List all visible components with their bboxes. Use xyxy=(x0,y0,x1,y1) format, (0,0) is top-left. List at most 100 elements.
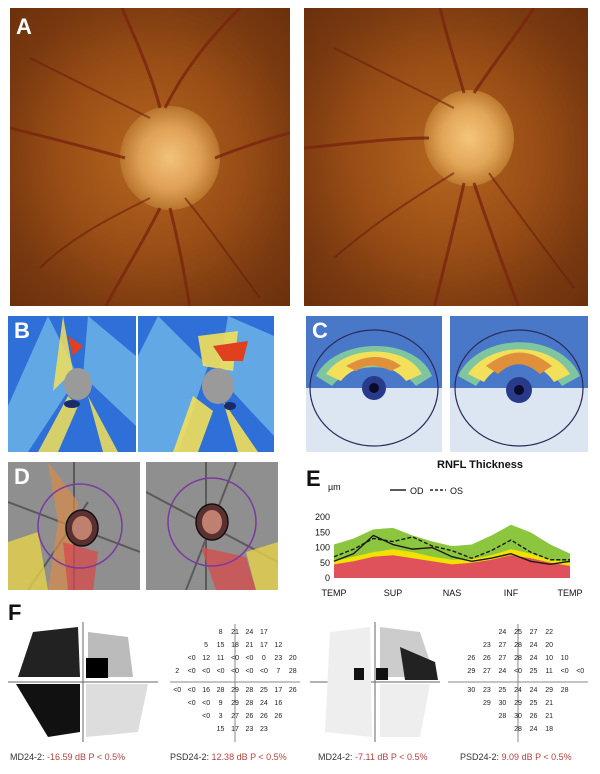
heatmap-os xyxy=(138,316,274,452)
vf-threshold-value: 28 xyxy=(246,700,254,707)
legend-od-label: OD xyxy=(410,486,424,496)
vf-threshold-value: 28 xyxy=(514,642,522,649)
vf-threshold-value: 22 xyxy=(545,629,553,636)
vf-threshold-value: 29 xyxy=(545,687,553,694)
oct-map-od-drawing xyxy=(306,316,442,452)
vf-threshold-value: <0 xyxy=(188,668,196,675)
rnfl-thickness-chart: RNFL Thickness µm OD OS 50 100 150 200 0 TEMP… xyxy=(315,459,583,598)
vf-md-os-label: MD24-2: xyxy=(318,752,353,762)
vf-md-od-value: -16.59 dB P < 0.5% xyxy=(47,752,126,762)
vf-threshold-value: 24 xyxy=(530,726,538,733)
vf-threshold-value: 27 xyxy=(231,713,239,720)
series-line-od xyxy=(333,534,571,566)
vf-threshold-value: 27 xyxy=(499,655,507,662)
vf-psd-od-value: 12.38 dB P < 0.5% xyxy=(211,752,287,762)
vf-threshold-value: <0 xyxy=(188,700,196,707)
vf-threshold-value: <0 xyxy=(202,713,210,720)
vf-threshold-value: 29 xyxy=(231,687,239,694)
vf-md-od: MD24-2: -16.59 dB P < 0.5% xyxy=(10,752,125,762)
vf-threshold-value: 24 xyxy=(499,668,507,675)
vf-threshold-value: 28 xyxy=(289,668,297,675)
vf-greyscale-od xyxy=(8,622,158,742)
vf-threshold-value: 2 xyxy=(175,668,179,675)
panel-label-e: E xyxy=(306,466,321,491)
vf-threshold-value: 17 xyxy=(231,726,239,733)
vf-threshold-value: <0 xyxy=(231,655,239,662)
y-tick-label: 0 xyxy=(325,573,330,583)
vf-threshold-value: 12 xyxy=(274,642,282,649)
panel-label-f: F xyxy=(8,600,22,625)
panel-label-a: A xyxy=(16,14,32,39)
vf-threshold-value: 7 xyxy=(276,668,280,675)
vf-threshold-value: 17 xyxy=(260,642,268,649)
rnfl-unit-label: µm xyxy=(328,482,341,492)
abnormal-band xyxy=(334,555,570,578)
vf-threshold-value: 24 xyxy=(530,687,538,694)
x-tick-label: NAS xyxy=(443,588,462,598)
oct-disc-od xyxy=(8,462,140,590)
vf-threshold-value: 12 xyxy=(202,655,210,662)
vf-threshold-value: 27 xyxy=(499,642,507,649)
vf-greyscale-os xyxy=(310,622,440,742)
vf-threshold-value: 23 xyxy=(260,726,268,733)
vf-threshold-value: 27 xyxy=(530,629,538,636)
x-tick-label: SUP xyxy=(384,588,403,598)
vf-threshold-value: 29 xyxy=(514,700,522,707)
vf-md-od-label: MD24-2: xyxy=(10,752,45,762)
vf-threshold-value: 0 xyxy=(262,655,266,662)
vf-threshold-value: 26 xyxy=(483,655,491,662)
vf-threshold-value: 30 xyxy=(514,713,522,720)
vf-threshold-value: 26 xyxy=(246,713,254,720)
vf-threshold-value: 26 xyxy=(530,713,538,720)
vf-threshold-value: 23 xyxy=(274,655,282,662)
vf-threshold-value: 24 xyxy=(514,687,522,694)
vf-threshold-value: 5 xyxy=(204,642,208,649)
vf-threshold-value: 8 xyxy=(219,629,223,636)
vf-threshold-value: <0 xyxy=(188,687,196,694)
vf-threshold-value: 21 xyxy=(545,713,553,720)
vf-threshold-value: <0 xyxy=(217,668,225,675)
vf-psd-os-value: 9.09 dB P < 0.5% xyxy=(501,752,572,762)
heatmap-os-drawing xyxy=(138,316,274,452)
panel-label-d: D xyxy=(14,464,30,489)
legend-os-label: OS xyxy=(450,486,463,496)
vf-threshold-value: <0 xyxy=(202,700,210,707)
vf-threshold-value: 18 xyxy=(545,726,553,733)
series-line-os xyxy=(333,536,570,561)
vf-threshold-value: 25 xyxy=(530,700,538,707)
vf-psd-od-label: PSD24-2: xyxy=(170,752,210,762)
vf-threshold-value: 28 xyxy=(561,687,569,694)
vf-threshold-value: 28 xyxy=(514,655,522,662)
rnfl-chart-title: RNFL Thickness xyxy=(437,459,523,471)
x-tick-label: TEMP xyxy=(321,588,346,598)
x-tick-label: INF xyxy=(504,588,519,598)
vf-threshold-value: 16 xyxy=(274,700,282,707)
fundus-os-drawing xyxy=(304,8,575,306)
vf-threshold-value: 23 xyxy=(483,687,491,694)
vf-threshold-value: <0 xyxy=(202,668,210,675)
vf-threshold-value: 20 xyxy=(289,655,297,662)
vf-threshold-value: 21 xyxy=(246,642,254,649)
y-tick-label: 100 xyxy=(315,543,330,553)
vf-threshold-value: 10 xyxy=(545,655,553,662)
vf-threshold-value: 17 xyxy=(260,629,268,636)
vf-threshold-value: 11 xyxy=(545,668,552,675)
vf-threshold-value: 26 xyxy=(260,713,268,720)
vf-numeric-os: 24 25 27 22 23 27 28 24 20 26 26 27 28 24 10 10 29 27 24 <0… xyxy=(448,624,588,742)
vf-threshold-value: 20 xyxy=(545,642,553,649)
vf-threshold-value: <0 xyxy=(561,668,569,675)
heatmap-od-drawing xyxy=(8,316,136,452)
vf-threshold-value: 26 xyxy=(289,687,297,694)
y-tick-label: 50 xyxy=(320,558,330,568)
vf-threshold-value: 26 xyxy=(274,713,282,720)
vf-threshold-value: 24 xyxy=(246,629,254,636)
vf-threshold-value: 26 xyxy=(467,655,475,662)
vf-threshold-value: 24 xyxy=(530,655,538,662)
vf-threshold-value: 10 xyxy=(561,655,569,662)
heatmap-od xyxy=(8,316,136,452)
vf-md-os: MD24-2: -7.11 dB P < 0.5% xyxy=(318,752,428,762)
vf-threshold-value: 28 xyxy=(217,687,225,694)
vf-threshold-value: 23 xyxy=(483,642,491,649)
vf-threshold-value: 25 xyxy=(530,668,538,675)
vf-threshold-value: 21 xyxy=(545,700,553,707)
